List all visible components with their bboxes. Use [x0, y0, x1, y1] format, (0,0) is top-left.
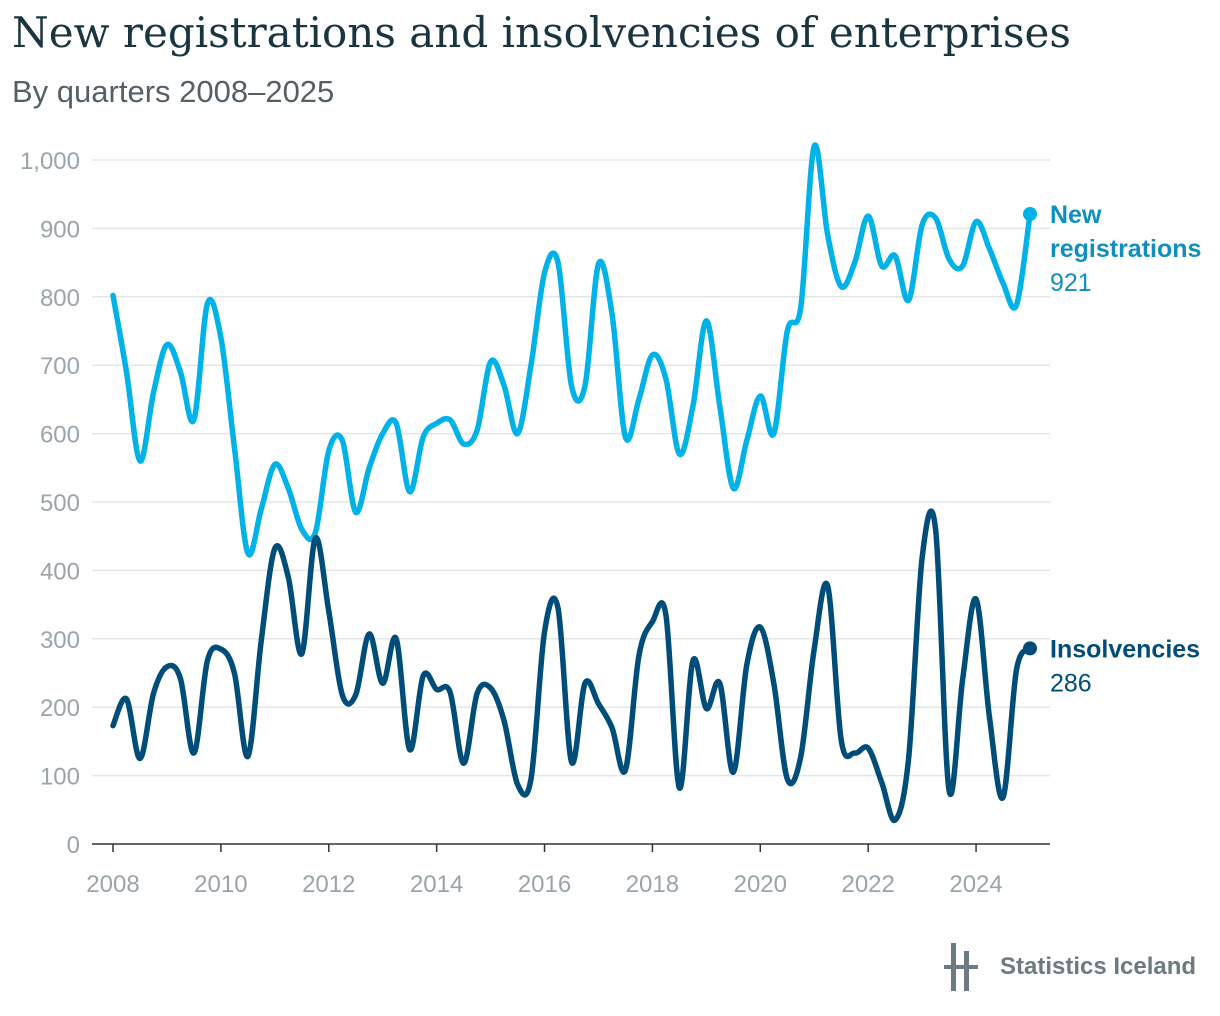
insolvencies-line	[110, 508, 1033, 823]
x-tick-label: 2014	[410, 871, 463, 898]
series-lines	[110, 142, 1037, 823]
x-tick-label: 2020	[734, 871, 787, 898]
new-registrations-label: New	[1050, 201, 1102, 229]
x-tick-label: 2024	[949, 871, 1002, 898]
y-tick-label: 300	[40, 627, 80, 654]
chart-subtitle: By quarters 2008–2025	[12, 74, 335, 109]
y-tick-label: 900	[40, 216, 80, 243]
y-tick-label: 400	[40, 558, 80, 585]
insolvencies-label: Insolvencies	[1050, 635, 1200, 663]
new-registrations-label: registrations	[1050, 235, 1201, 263]
y-tick-label: 800	[40, 285, 80, 312]
y-tick-label: 200	[40, 695, 80, 722]
x-tick-label: 2012	[302, 871, 355, 898]
statistics-iceland-logo: Statistics Iceland	[944, 940, 1196, 994]
new-registrations-line	[110, 142, 1033, 558]
y-tick-label: 500	[40, 490, 80, 517]
series-labels: New registrations 921 Insolvencies 286	[1050, 201, 1201, 697]
y-axis-ticks: 0 100 200 300 400 500 600 700 800 900 1,000	[20, 148, 80, 859]
x-tick-label: 2010	[194, 871, 247, 898]
x-axis-ticks: 2008 2010 2012 2014 2016 2018 2020 2022 2024	[86, 844, 1003, 898]
brand-name: Statistics Iceland	[1000, 953, 1197, 980]
statistics-iceland-logo-icon	[944, 943, 978, 991]
y-tick-label: 1,000	[20, 148, 80, 175]
y-tick-label: 600	[40, 422, 80, 449]
x-tick-label: 2008	[86, 871, 139, 898]
y-tick-label: 0	[67, 832, 80, 859]
x-tick-label: 2018	[626, 871, 679, 898]
y-tick-label: 100	[40, 764, 80, 791]
y-tick-label: 700	[40, 353, 80, 380]
new-registrations-last-value: 921	[1050, 269, 1092, 297]
insolvencies-end-point	[1023, 641, 1037, 656]
insolvencies-last-value: 286	[1050, 669, 1092, 697]
new-registrations-end-point	[1023, 207, 1037, 222]
x-tick-label: 2022	[841, 871, 894, 898]
x-tick-label: 2016	[518, 871, 571, 898]
chart-title: New registrations and insolvencies of en…	[12, 8, 1071, 57]
